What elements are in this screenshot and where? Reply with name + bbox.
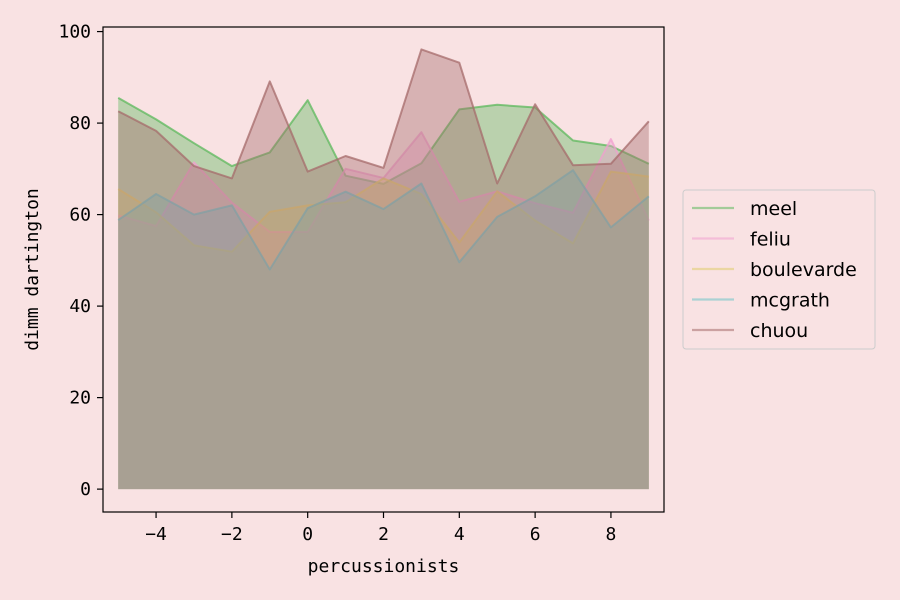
- legend-label-feliu: feliu: [750, 229, 791, 251]
- y-tick-label: 20: [69, 388, 91, 409]
- x-axis-label: percussionists: [308, 556, 460, 577]
- y-tick-label: 40: [69, 296, 91, 317]
- area-feliu: [118, 132, 649, 490]
- x-tick-label: 8: [606, 524, 617, 545]
- y-tick-label: 100: [58, 22, 91, 43]
- y-tick-label: 80: [69, 113, 91, 134]
- x-tick-label: 0: [302, 524, 313, 545]
- x-tick-label: −4: [145, 524, 167, 545]
- legend-label-meel: meel: [750, 198, 797, 220]
- series-boulevarde: [117, 170, 649, 490]
- y-axis-label: dimm dartington: [22, 188, 43, 351]
- x-tick-label: −2: [221, 524, 243, 545]
- y-tick-label: 60: [69, 205, 91, 226]
- line-boulevarde: [117, 170, 649, 253]
- legend-label-boulevarde: boulevarde: [750, 259, 857, 281]
- line-meel: [117, 97, 650, 185]
- plot-areas: [117, 48, 650, 490]
- x-tick-label: 2: [378, 524, 389, 545]
- legend: meel feliu boulevarde mcgrath chuou: [682, 189, 876, 350]
- x-tick-label: 4: [454, 524, 465, 545]
- legend-box: [682, 189, 876, 350]
- area-chuou: [118, 49, 649, 490]
- series-chuou: [117, 48, 650, 490]
- y-axis-ticks: 0 20 40 60 80 100: [58, 22, 103, 500]
- series-mcgrath: [117, 169, 650, 490]
- x-axis-ticks: −4 −2 0 2 4 6 8: [145, 512, 616, 545]
- legend-label-chuou: chuou: [750, 320, 808, 342]
- line-mcgrath: [117, 169, 650, 271]
- area-mcgrath: [118, 170, 649, 490]
- legend-label-mcgrath: mcgrath: [750, 290, 830, 312]
- x-tick-label: 6: [530, 524, 541, 545]
- series-meel: [117, 97, 650, 490]
- area-meel: [118, 97, 649, 490]
- area-boulevarde: [118, 171, 649, 490]
- y-tick-label: 0: [80, 479, 91, 500]
- line-chuou: [117, 48, 650, 185]
